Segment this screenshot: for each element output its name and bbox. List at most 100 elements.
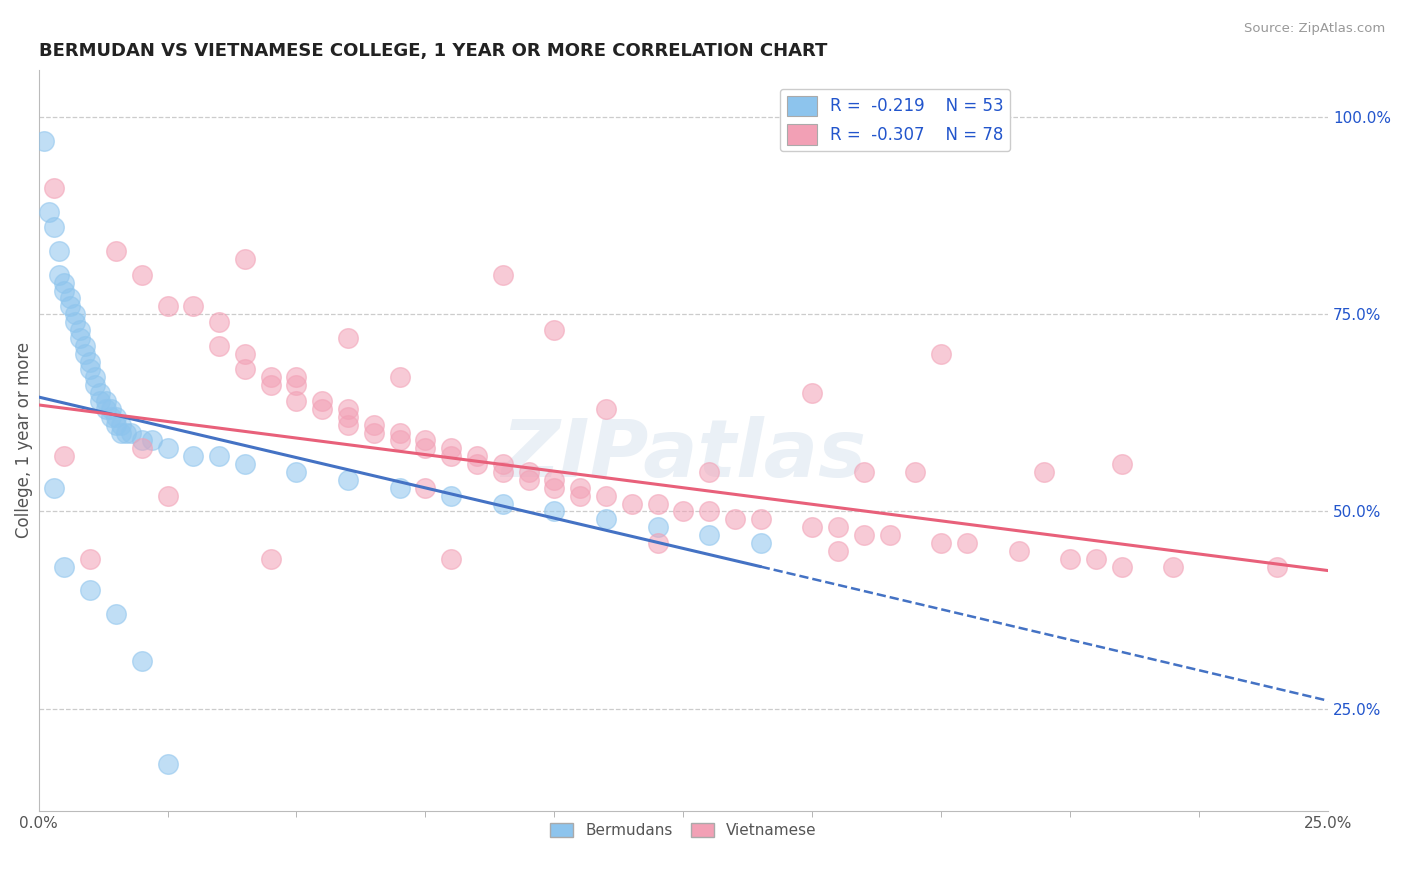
Point <box>363 425 385 440</box>
Point <box>104 607 127 621</box>
Point <box>569 489 592 503</box>
Point <box>48 268 70 282</box>
Point <box>543 323 565 337</box>
Point <box>492 457 515 471</box>
Point <box>58 292 80 306</box>
Point <box>131 434 153 448</box>
Point <box>104 409 127 424</box>
Point <box>929 346 952 360</box>
Text: Source: ZipAtlas.com: Source: ZipAtlas.com <box>1244 22 1385 36</box>
Point <box>156 442 179 456</box>
Point <box>110 425 132 440</box>
Point <box>956 536 979 550</box>
Point <box>58 299 80 313</box>
Point <box>63 315 86 329</box>
Point <box>852 465 875 479</box>
Point <box>53 449 76 463</box>
Point <box>84 378 107 392</box>
Text: ZIPatlas: ZIPatlas <box>501 417 866 494</box>
Point <box>79 583 101 598</box>
Point <box>492 268 515 282</box>
Point <box>208 449 231 463</box>
Point <box>94 401 117 416</box>
Point <box>156 489 179 503</box>
Point <box>440 449 463 463</box>
Point <box>749 536 772 550</box>
Point <box>337 417 360 432</box>
Point <box>104 244 127 258</box>
Point <box>363 417 385 432</box>
Point <box>595 489 617 503</box>
Point <box>620 496 643 510</box>
Point <box>208 315 231 329</box>
Point <box>440 489 463 503</box>
Point <box>110 417 132 432</box>
Point <box>595 401 617 416</box>
Point <box>647 536 669 550</box>
Point <box>79 354 101 368</box>
Point <box>801 520 824 534</box>
Point <box>131 268 153 282</box>
Point <box>100 409 122 424</box>
Point <box>595 512 617 526</box>
Point <box>827 544 849 558</box>
Point <box>104 417 127 432</box>
Legend: Bermudans, Vietnamese: Bermudans, Vietnamese <box>544 817 823 845</box>
Point <box>697 504 720 518</box>
Point <box>415 442 437 456</box>
Point <box>311 394 333 409</box>
Point <box>543 504 565 518</box>
Point <box>48 244 70 258</box>
Point <box>492 465 515 479</box>
Point <box>388 425 411 440</box>
Point <box>879 528 901 542</box>
Point <box>260 551 283 566</box>
Point <box>42 481 65 495</box>
Point <box>260 370 283 384</box>
Y-axis label: College, 1 year or more: College, 1 year or more <box>15 343 32 539</box>
Point <box>233 252 256 266</box>
Point <box>647 496 669 510</box>
Point <box>131 654 153 668</box>
Point <box>233 346 256 360</box>
Point <box>89 394 111 409</box>
Point <box>929 536 952 550</box>
Point <box>672 504 695 518</box>
Point <box>285 370 308 384</box>
Point <box>181 299 204 313</box>
Point <box>84 370 107 384</box>
Point <box>465 449 488 463</box>
Point <box>53 276 76 290</box>
Point <box>100 401 122 416</box>
Point <box>543 473 565 487</box>
Point <box>543 481 565 495</box>
Point <box>53 284 76 298</box>
Point <box>337 409 360 424</box>
Point <box>852 528 875 542</box>
Point <box>69 331 91 345</box>
Point <box>1111 559 1133 574</box>
Point <box>89 386 111 401</box>
Point <box>260 378 283 392</box>
Text: BERMUDAN VS VIETNAMESE COLLEGE, 1 YEAR OR MORE CORRELATION CHART: BERMUDAN VS VIETNAMESE COLLEGE, 1 YEAR O… <box>38 42 827 60</box>
Point <box>440 442 463 456</box>
Point <box>233 457 256 471</box>
Point <box>208 339 231 353</box>
Point <box>1163 559 1185 574</box>
Point <box>1085 551 1108 566</box>
Point <box>415 434 437 448</box>
Point <box>120 425 142 440</box>
Point <box>517 473 540 487</box>
Point <box>415 481 437 495</box>
Point <box>1007 544 1029 558</box>
Point <box>79 362 101 376</box>
Point <box>647 520 669 534</box>
Point <box>131 442 153 456</box>
Point <box>337 331 360 345</box>
Point <box>1059 551 1081 566</box>
Point <box>156 299 179 313</box>
Point <box>73 346 96 360</box>
Point <box>63 307 86 321</box>
Point <box>337 473 360 487</box>
Point <box>801 386 824 401</box>
